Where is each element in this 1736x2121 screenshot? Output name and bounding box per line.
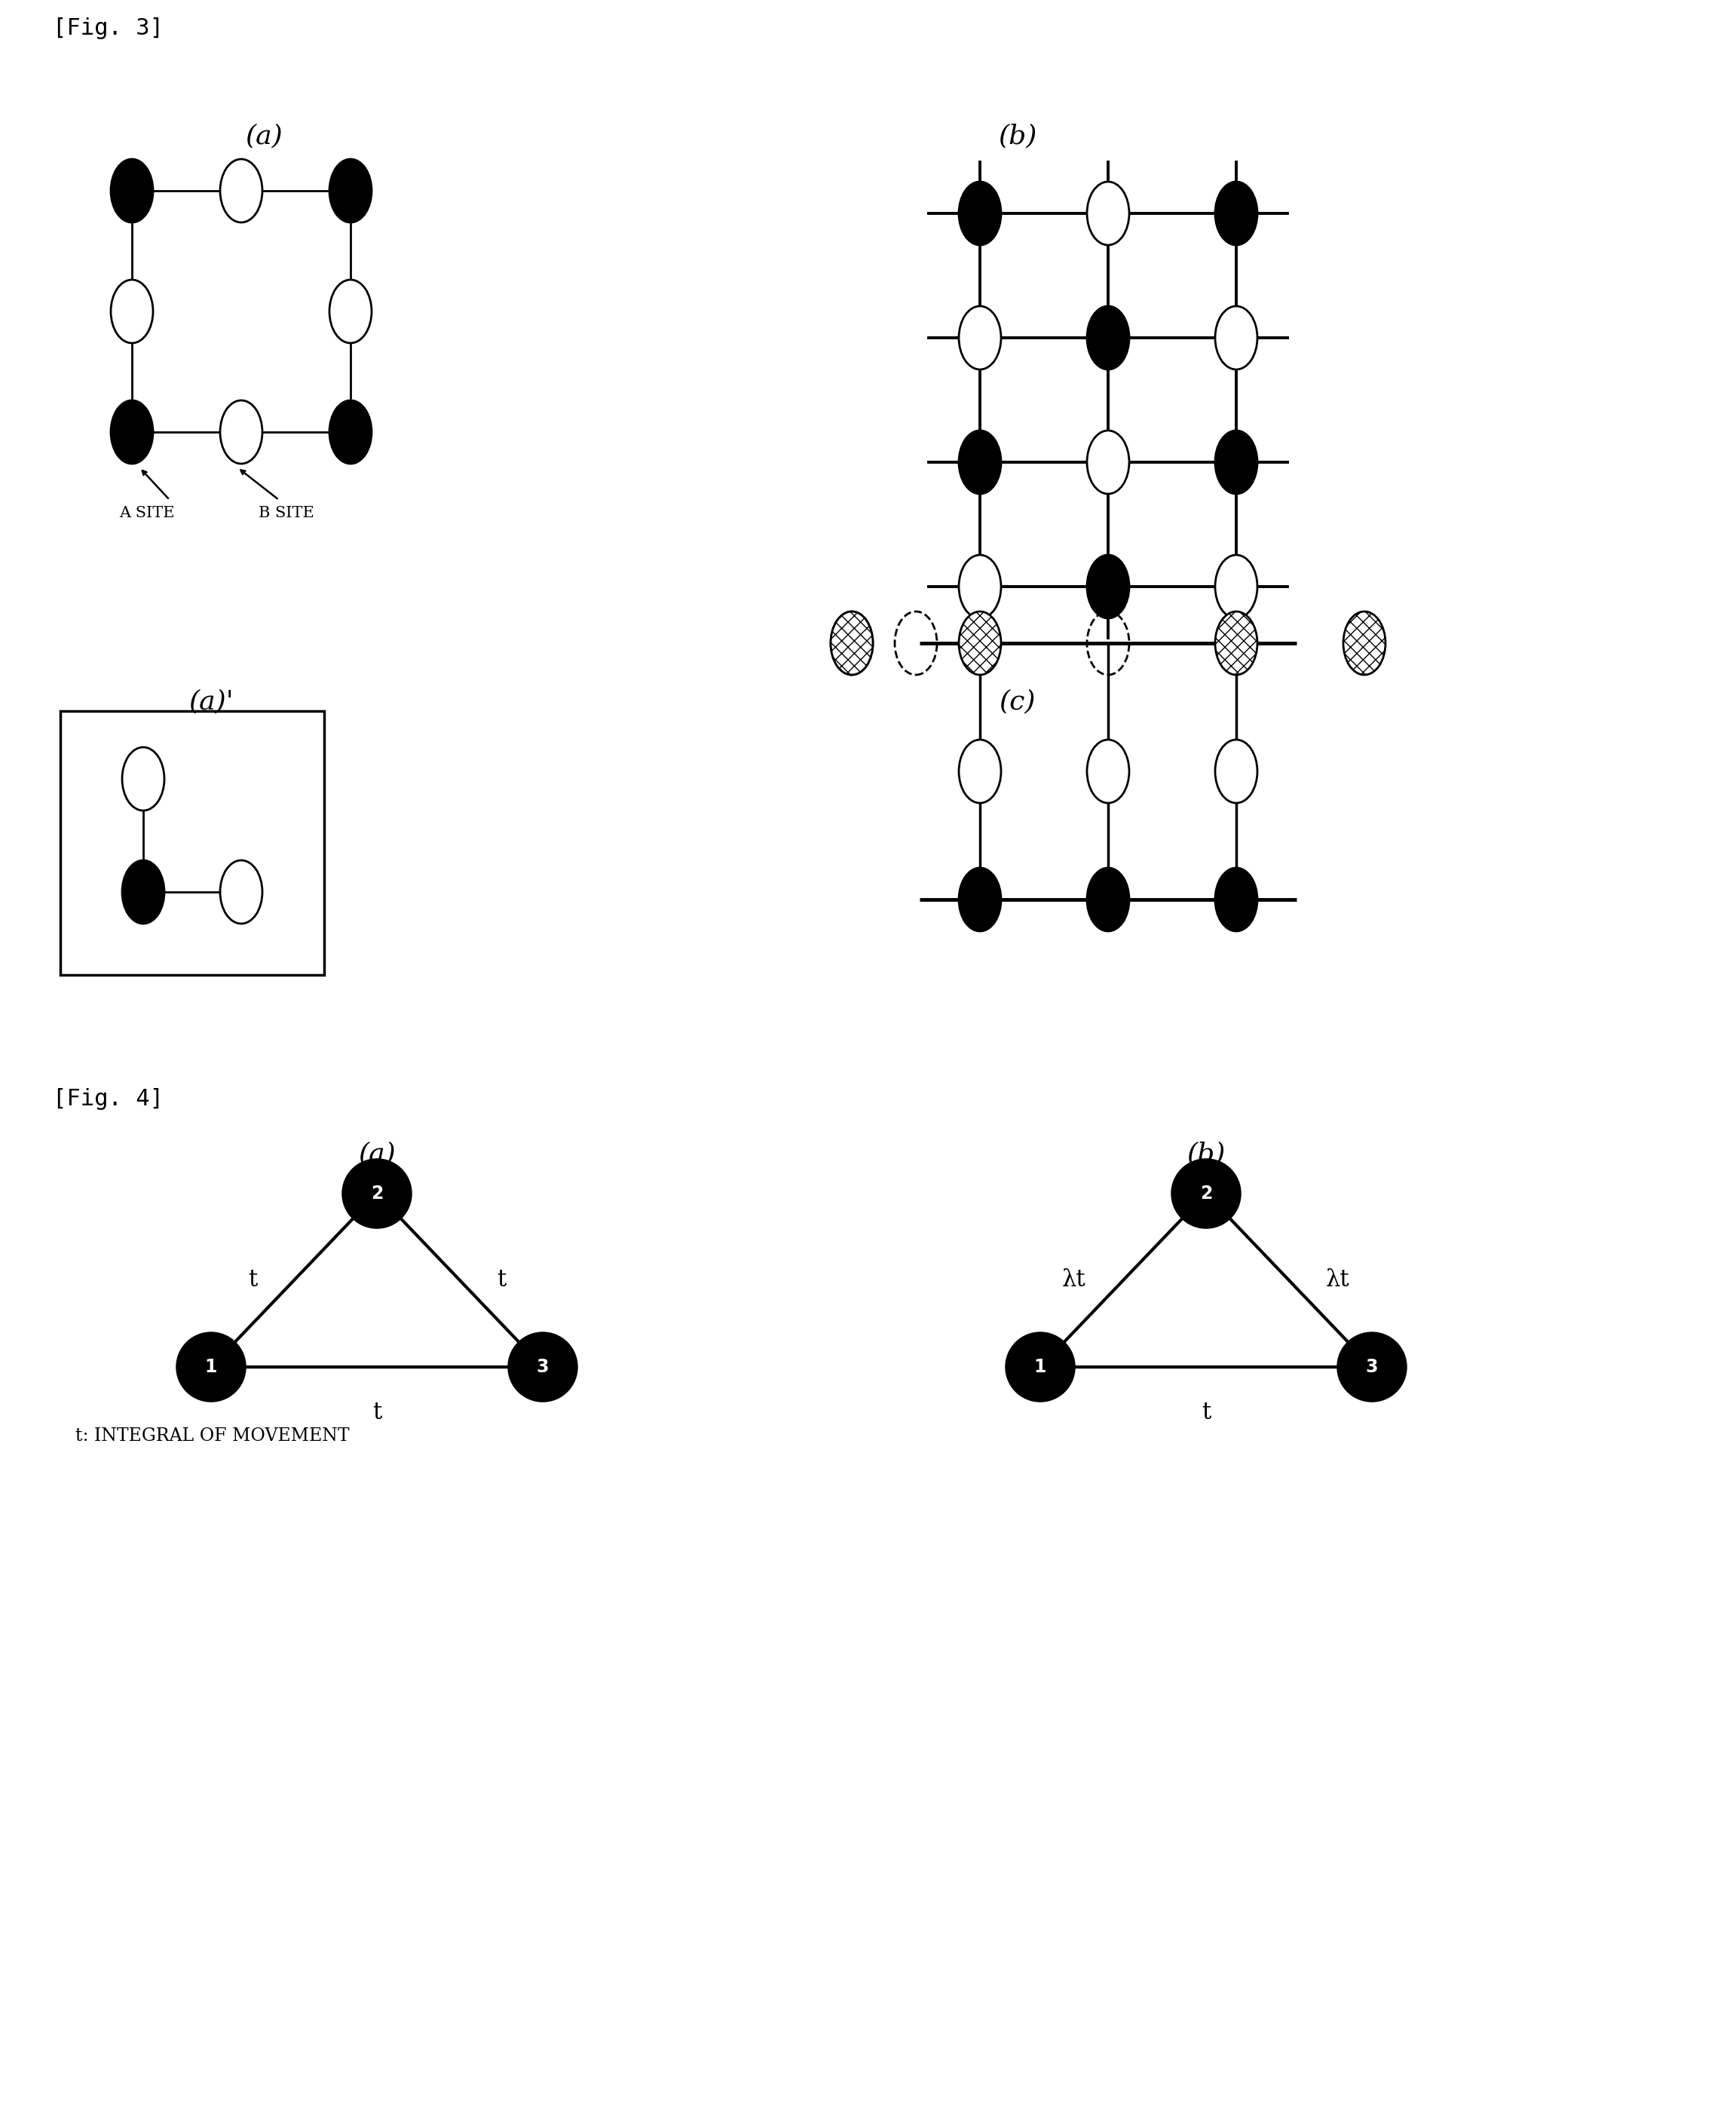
Ellipse shape	[1087, 182, 1128, 246]
Text: 2: 2	[372, 1184, 384, 1203]
Text: 1: 1	[1035, 1357, 1047, 1377]
Ellipse shape	[1172, 1160, 1240, 1228]
Text: A SITE: A SITE	[120, 507, 175, 520]
Text: (a)': (a)'	[189, 689, 234, 715]
Ellipse shape	[1087, 740, 1128, 804]
Ellipse shape	[1344, 611, 1385, 674]
Ellipse shape	[832, 611, 873, 674]
Text: 3: 3	[1366, 1357, 1378, 1377]
Ellipse shape	[177, 1334, 245, 1402]
Text: λt: λt	[1326, 1268, 1351, 1292]
Ellipse shape	[1215, 305, 1257, 369]
Ellipse shape	[958, 182, 1002, 246]
Ellipse shape	[1338, 1334, 1406, 1402]
Ellipse shape	[1215, 611, 1257, 674]
Ellipse shape	[220, 159, 262, 223]
Ellipse shape	[111, 401, 153, 464]
Ellipse shape	[509, 1334, 576, 1402]
Text: t: INTEGRAL OF MOVEMENT: t: INTEGRAL OF MOVEMENT	[75, 1427, 349, 1444]
Ellipse shape	[958, 431, 1002, 494]
Ellipse shape	[122, 747, 165, 810]
Text: t: t	[372, 1402, 382, 1425]
Text: 2: 2	[1200, 1184, 1212, 1203]
Ellipse shape	[1215, 867, 1257, 931]
Text: (b): (b)	[998, 123, 1036, 148]
Text: t: t	[496, 1268, 505, 1292]
Ellipse shape	[1087, 556, 1128, 619]
Ellipse shape	[958, 556, 1002, 619]
Ellipse shape	[330, 280, 372, 344]
Ellipse shape	[1087, 867, 1128, 931]
Ellipse shape	[1215, 182, 1257, 246]
Text: B SITE: B SITE	[259, 507, 314, 520]
Ellipse shape	[330, 159, 372, 223]
Ellipse shape	[1087, 305, 1128, 369]
Text: λt: λt	[1062, 1268, 1087, 1292]
Text: t: t	[1201, 1402, 1210, 1425]
Ellipse shape	[1215, 556, 1257, 619]
Ellipse shape	[122, 861, 165, 923]
Ellipse shape	[1087, 431, 1128, 494]
Text: (a): (a)	[245, 123, 283, 148]
Ellipse shape	[958, 740, 1002, 804]
Ellipse shape	[1007, 1334, 1075, 1402]
Ellipse shape	[220, 861, 262, 923]
Ellipse shape	[832, 611, 873, 674]
Text: [Fig. 3]: [Fig. 3]	[52, 17, 163, 38]
Text: t: t	[248, 1268, 257, 1292]
Ellipse shape	[111, 159, 153, 223]
Ellipse shape	[330, 401, 372, 464]
Ellipse shape	[1215, 431, 1257, 494]
Ellipse shape	[958, 305, 1002, 369]
Ellipse shape	[958, 611, 1002, 674]
Ellipse shape	[111, 280, 153, 344]
Text: (b): (b)	[1187, 1141, 1226, 1167]
Ellipse shape	[958, 867, 1002, 931]
Text: (c): (c)	[1000, 689, 1036, 715]
Text: (a): (a)	[358, 1141, 396, 1167]
Text: 3: 3	[536, 1357, 549, 1377]
Ellipse shape	[344, 1160, 411, 1228]
Bar	[61, 711, 325, 976]
Ellipse shape	[220, 401, 262, 464]
Ellipse shape	[1215, 740, 1257, 804]
Text: 1: 1	[205, 1357, 217, 1377]
Text: [Fig. 4]: [Fig. 4]	[52, 1088, 163, 1109]
